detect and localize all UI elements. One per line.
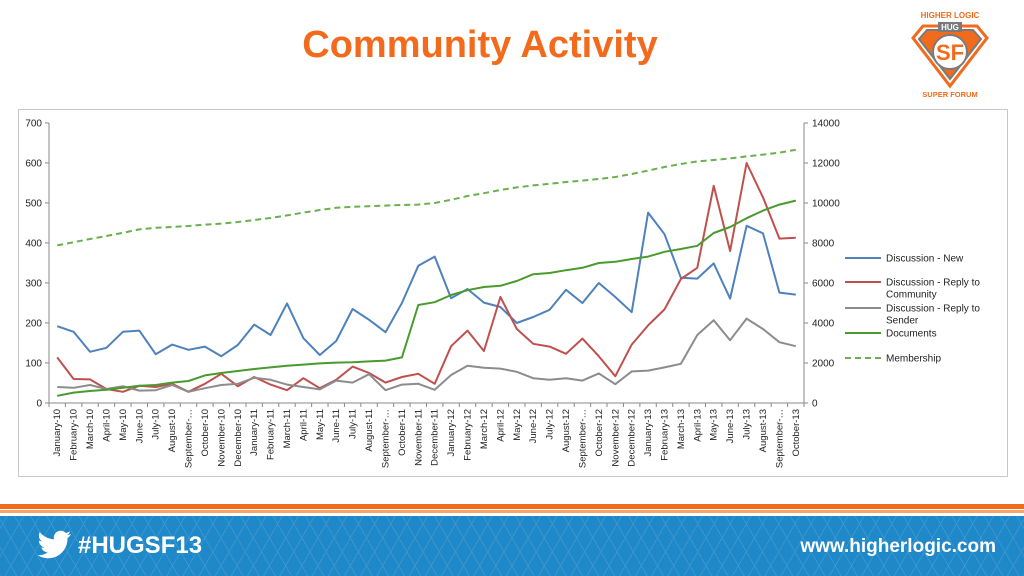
y-right-tick-label: 2000 — [812, 359, 835, 370]
x-tick-label: November-10 — [216, 409, 227, 467]
series-line-discussion-reply-to-sender — [57, 317, 797, 393]
x-tick-label: April-10 — [101, 409, 112, 442]
series-line-membership — [57, 148, 796, 247]
x-tick-label: July-12 — [545, 409, 556, 440]
x-tick-label: May-11 — [315, 409, 326, 440]
x-tick-label: January-13 — [643, 409, 654, 457]
x-tick-label: December-12 — [627, 409, 638, 467]
x-tick-label: July-13 — [742, 409, 753, 440]
x-tick-label: October-12 — [594, 409, 605, 457]
x-tick-label: December-10 — [233, 409, 244, 467]
x-tick-label: August-13 — [758, 409, 769, 452]
x-tick-label: July-10 — [151, 409, 162, 440]
x-tick-label: June-12 — [528, 409, 539, 443]
x-tick-label: July-11 — [348, 409, 359, 439]
x-tick-label: August-11 — [364, 409, 375, 452]
y-left-tick-label: 300 — [25, 279, 42, 290]
x-tick-label: February-12 — [463, 409, 474, 461]
community-activity-chart: 0 100 200 300 400 500 600 700 0 2000 4000 6000 8000 1… — [25, 119, 980, 469]
y-left-tick-label: 100 — [25, 359, 42, 370]
x-tick-label: May-10 — [118, 409, 129, 441]
y-right-tick-label: 0 — [812, 399, 818, 410]
footer-pattern — [0, 516, 1024, 576]
twitter-bird-icon — [38, 530, 71, 559]
x-tick-label: December-11 — [430, 409, 441, 466]
y-right-tick-label: 4000 — [812, 319, 835, 330]
x-tick-label: September-… — [380, 409, 391, 468]
y-left-tick-label: 700 — [25, 119, 42, 130]
y-left-tick-label: 500 — [25, 199, 42, 210]
event-hashtag: #HUGSF13 — [78, 532, 203, 559]
x-tick-label: June-10 — [134, 409, 145, 443]
x-tick-label: March-13 — [676, 409, 687, 449]
higher-logic-super-forum-logo: SF HUG HIGHER LOGIC SUPER FORUM — [911, 11, 989, 99]
x-tick-label: March-12 — [479, 409, 490, 449]
logo-badge-text: HUG — [941, 23, 959, 32]
x-tick-label: January-10 — [52, 409, 63, 457]
y-right-tick-label: 8000 — [812, 239, 835, 250]
x-tick-label: March-11 — [282, 409, 293, 448]
x-tick-label: June-13 — [725, 409, 736, 443]
legend-label: Discussion - Reply to Sender — [886, 304, 980, 327]
y-left-tick-label: 400 — [25, 239, 42, 250]
x-tick-label: October-13 — [791, 409, 802, 457]
x-tick-label: January-11 — [249, 409, 260, 456]
x-tick-label: June-11 — [331, 409, 342, 443]
chart-container: 0 100 200 300 400 500 600 700 0 2000 4000 6000 8000 1… — [18, 109, 1008, 477]
footer-accent-line — [0, 504, 1024, 509]
y-right-tick-label: 6000 — [812, 279, 835, 290]
x-tick-label: May-12 — [512, 409, 523, 441]
page-title: Community Activity — [302, 24, 658, 66]
logo-center-text: SF — [936, 40, 964, 65]
footer-bar: #HUGSF13 www.higherlogic.com — [0, 516, 1024, 576]
x-tick-label: September-… — [184, 409, 195, 468]
series-line-discussion-new — [56, 211, 796, 358]
x-tick-label: September-… — [577, 409, 588, 468]
x-tick-label: November-11 — [413, 409, 424, 466]
x-tick-label: February-11 — [266, 409, 277, 460]
x-tick-label: October-10 — [200, 409, 211, 457]
x-tick-label: April-12 — [495, 409, 506, 442]
legend-label: Discussion - Reply to Community — [886, 278, 980, 301]
x-tick-label: September-… — [774, 409, 785, 468]
website-url[interactable]: www.higherlogic.com — [800, 536, 996, 557]
legend-label: Documents — [886, 329, 937, 340]
legend-label: Discussion - New — [886, 254, 964, 265]
x-tick-label: April-11 — [298, 409, 309, 441]
footer-accent-line-light — [0, 510, 1024, 513]
x-tick-label: February-10 — [69, 409, 80, 461]
legend-label: Membership — [886, 354, 941, 365]
y-left-tick-label: 200 — [25, 319, 42, 330]
series-line-documents — [57, 199, 797, 397]
y-right-tick-label: 10000 — [812, 199, 840, 210]
x-tick-label: October-11 — [397, 409, 408, 456]
logo-top-text: HIGHER LOGIC — [921, 11, 980, 20]
y-left-tick-label: 0 — [36, 399, 42, 410]
y-right-tick-label: 14000 — [812, 119, 840, 130]
x-tick-label: February-13 — [659, 409, 670, 461]
x-tick-label: March-10 — [85, 409, 96, 449]
x-tick-label: April-13 — [692, 409, 703, 442]
x-tick-label: November-12 — [610, 409, 621, 467]
x-tick-label: May-13 — [709, 409, 720, 441]
logo-bottom-text: SUPER FORUM — [922, 90, 977, 99]
x-tick-label: January-12 — [446, 409, 457, 457]
x-tick-label: August-10 — [167, 409, 178, 452]
y-left-tick-label: 600 — [25, 159, 42, 170]
x-tick-label: August-12 — [561, 409, 572, 452]
y-right-tick-label: 12000 — [812, 159, 840, 170]
